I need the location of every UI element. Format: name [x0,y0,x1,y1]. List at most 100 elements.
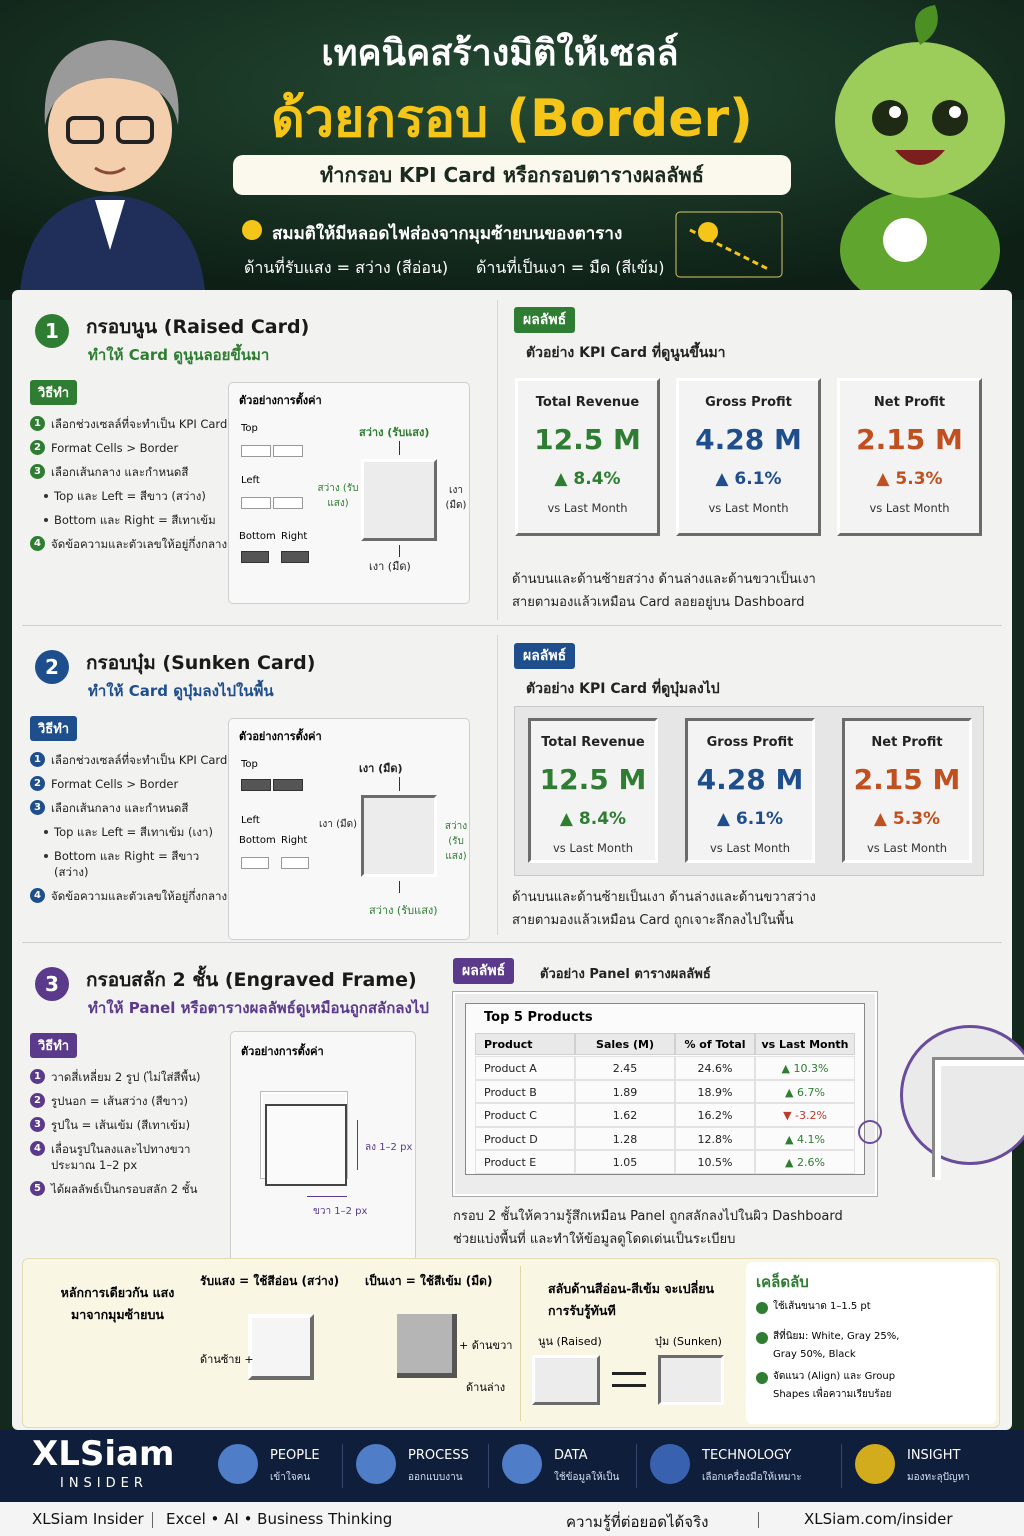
step: 1 เลือกช่วงเซลล์ที่จะทำเป็น KPI Card [30,416,230,432]
step: 3 รูปใน = เส้นเข้ม (สีเทาเข้ม) [30,1117,215,1133]
caption: ด้านบนและด้านซ้ายสว่าง ด้านล่างและด้านขว… [512,572,816,587]
table-header: Sales (M) [575,1033,675,1055]
top-note: สว่าง (รับแสง) [359,426,430,439]
tip: จัดแนว (Align) และ Group Shapes เพื่อควา… [773,1371,896,1400]
step-text: วาดสี่เหลี่ยม 2 รูป (ไม่ใส่สีพื้น) [51,1070,201,1084]
setting-label: Bottom [239,835,276,846]
table-header: vs Last Month [755,1033,855,1055]
step-marker: 2 [30,440,45,455]
step-list: 1 วาดสี่เหลี่ยม 2 รูป (ไม่ใส่สีพื้น) 2 รูปน… [30,1069,215,1197]
tips-title: เคล็ดลับ [756,1273,809,1291]
section-desc: ทำให้ Card ดูนูนลอยขึ้นมา [88,346,270,364]
tip-check [756,1372,768,1384]
result-label: ผลลัพธ์ [514,307,576,333]
swatch [241,779,271,791]
step: 3 เลือกเส้นกลาง และกำหนดสี [30,464,230,480]
column-divider [497,300,498,620]
card-value: 12.5 M [539,763,647,796]
step-text: Top และ Left = สีขาว (สว่าง) [54,489,206,503]
table-cell: 1.89 [575,1079,675,1103]
setting-label: Top [241,423,258,434]
table-cell: 1.05 [575,1150,675,1174]
step-marker: 4 [30,536,45,551]
setting-label: Top [241,759,258,770]
pillar-sub: ออกแบบงาน [408,1472,463,1483]
table-cell: ▲ 6.7% [755,1079,855,1103]
kpi-card: Gross Profit 4.28 M ▲ 6.1% vs Last Month [676,378,821,536]
step: 5 ได้ผลลัพธ์เป็นกรอบสลัก 2 ชั้น [30,1181,215,1197]
pillar-divider [488,1444,489,1488]
how-label: วิธีทำ [30,716,78,741]
swatch [241,445,271,457]
step-bullet [44,830,48,834]
swatch [241,551,269,563]
step: Bottom และ Right = สีเทาเข้ม [30,512,230,528]
caption: ช่วยแบ่งพื้นที่ และทำให้ข้อมูลดูโดดเด่นเ… [453,1232,736,1247]
table-cell: Product B [475,1079,575,1103]
swatch [273,779,303,791]
step-text: ได้ผลลัพธ์เป็นกรอบสลัก 2 ชั้น [51,1182,198,1196]
table-cell: 10.5% [675,1150,755,1174]
table-cell: 12.8% [675,1126,755,1150]
sunken-demo [658,1355,724,1405]
table-cell: Product A [475,1056,575,1080]
example-label: ตัวอย่างการตั้งค่า [241,1045,324,1058]
card-value: 2.15 M [853,763,961,796]
pillar-sub: เลือกเครื่องมือให้เหมาะ [702,1472,802,1483]
caption: กรอบ 2 ชั้นให้ความรู้สึกเหมือน Panel ถูก… [453,1209,843,1224]
principle: หลักการเดียวกัน แสงมาจากมุมซ้ายบน [60,1285,175,1322]
caption: ด้านบนและด้านซ้ายเป็นเงา ด้านล่างและด้าน… [512,890,816,905]
light-demo [248,1314,314,1380]
pillar-icon [502,1444,542,1484]
shadow-bottom: ด้านล่าง [466,1381,506,1394]
step-marker: 3 [30,800,45,815]
arrow [399,777,400,791]
right-note: เงา (มืด) [445,485,467,511]
card-title: Net Profit [873,395,946,410]
column-divider [497,635,498,935]
footer-strip [0,1502,1024,1536]
shift-line [307,1196,347,1197]
step: 1 วาดสี่เหลี่ยม 2 รูป (ไม่ใส่สีพื้น) [30,1069,215,1085]
section-number: 1 [35,314,69,348]
pillar-divider [636,1444,637,1488]
how-label: วิธีทำ [30,1033,78,1058]
table-cell: 24.6% [675,1056,755,1080]
footer-url: XLSiam.com/insider [804,1510,953,1528]
kpi-card: Net Profit 2.15 M ▲ 5.3% vs Last Month [842,718,972,863]
step-text: รูปนอก = เส้นสว่าง (สีขาว) [51,1094,188,1108]
step: 3 เลือกเส้นกลาง และกำหนดสี [30,800,230,816]
light-side: ด้านที่รับแสง = สว่าง (สีอ่อน) [244,258,449,277]
card-change: ▲ 5.3% [876,469,943,489]
swatch [281,551,309,563]
step-marker: 5 [30,1181,45,1196]
demo-square [361,795,437,877]
subtitle: ทำกรอบ KPI Card หรือกรอบตารางผลลัพธ์ [233,155,791,195]
step-text: Format Cells > Border [51,441,179,455]
footer-sep [758,1512,759,1528]
arrow [399,545,400,557]
pillar-title: DATA [554,1448,588,1463]
magnifier-dot [858,1120,882,1144]
tip: ใช้เส้นขนาด 1–1.5 pt [773,1301,871,1312]
pillar-title: TECHNOLOGY [702,1448,792,1463]
pillar-sub: มองทะลุปัญหา [907,1472,970,1483]
step: Top และ Left = สีขาว (สว่าง) [30,488,230,504]
step-marker: 3 [30,464,45,479]
pillar-icon [855,1444,895,1484]
how-label: วิธีทำ [30,380,78,405]
card-note: vs Last Month [552,841,634,855]
step-marker: 1 [30,752,45,767]
pillar-divider [342,1444,343,1488]
step-text: จัดข้อความและตัวเลขให้อยู่กึ่งกลาง [51,537,228,551]
header-art [0,0,1024,300]
caption: สายตามองแล้วเหมือน Card ถูกเจาะลึกลงไปใน… [512,913,794,928]
magnifier [900,1025,1024,1165]
shift-down: ลง 1–2 px [365,1142,413,1153]
title-line-1: เทคนิคสร้างมิติให้เซลล์ [321,33,679,74]
section-title: กรอบนูน (Raised Card) [86,316,310,338]
table-cell: ▲ 4.1% [755,1126,855,1150]
pillar-title: PEOPLE [270,1448,320,1463]
demo-square [361,459,437,541]
footer-sep [152,1512,153,1528]
